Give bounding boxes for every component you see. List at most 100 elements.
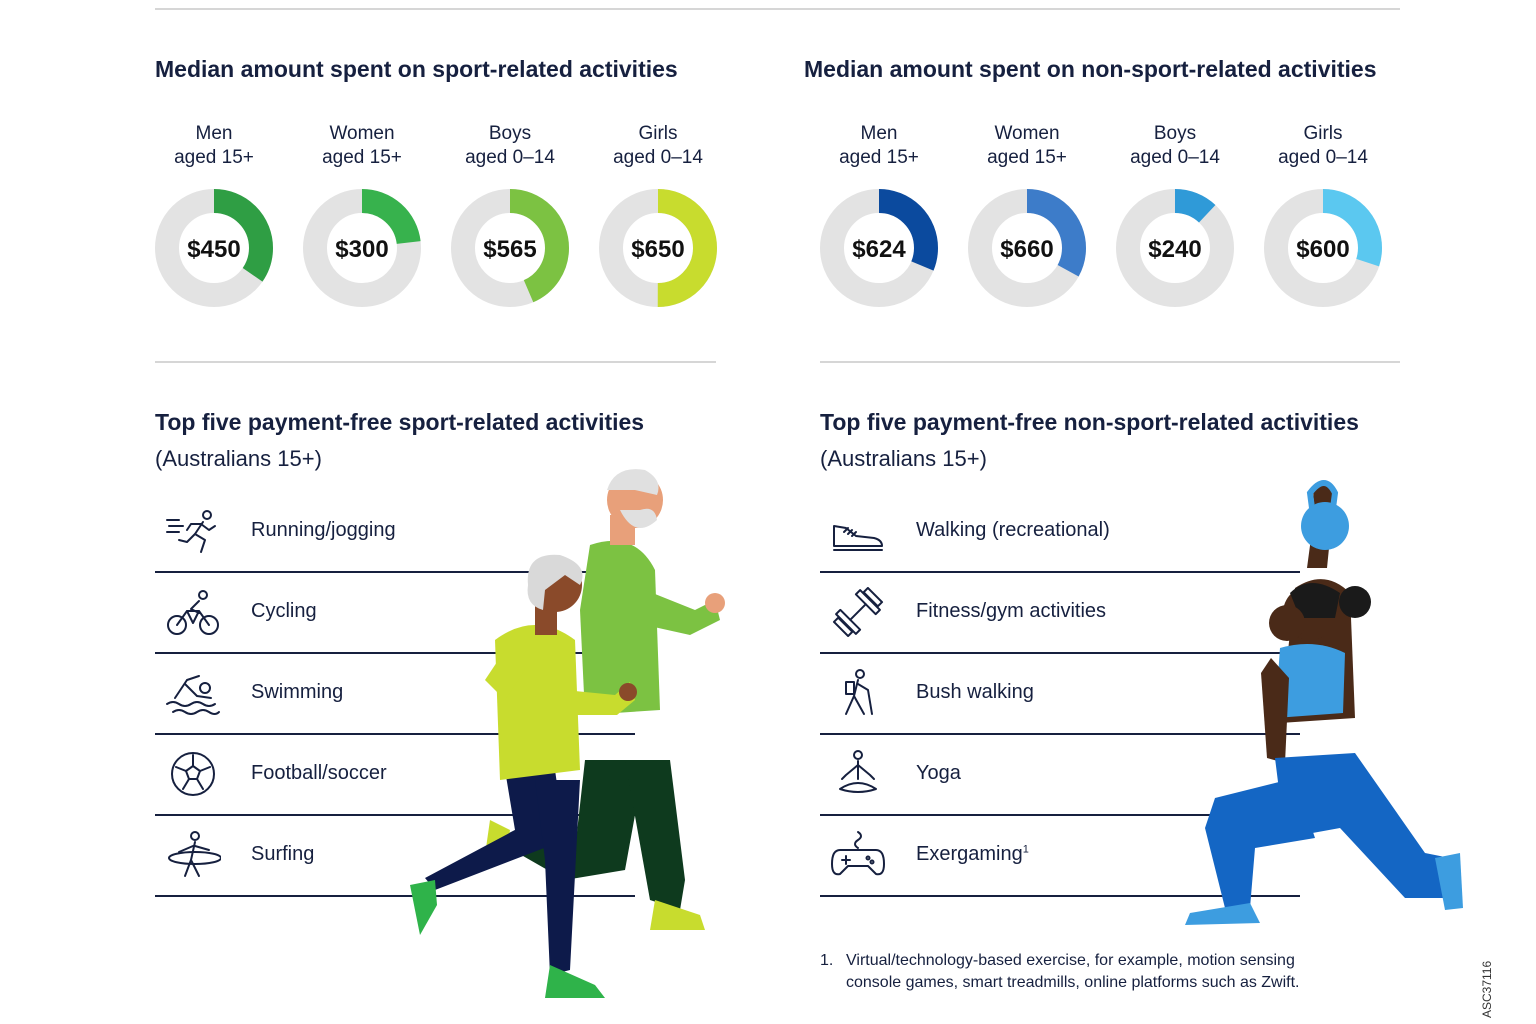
footnote-text-1: Virtual/technology-based exercise, for e… — [846, 952, 1295, 969]
nonsport-spend-title: Median amount spent on non-sport-related… — [804, 56, 1377, 82]
donut-arc — [303, 189, 421, 307]
activity-name: Fitness/gym activities — [916, 600, 1107, 622]
footnote: 1. Virtual/technology-based exercise, for… — [820, 950, 1300, 994]
donut-chart: Girls aged 0–14 $600 — [1249, 122, 1397, 308]
category-line-2: aged 0–14 — [1130, 147, 1220, 168]
category-line-1: Men — [860, 123, 898, 144]
document-code: ASC37116 — [1480, 960, 1494, 1018]
surfer-icon — [168, 831, 221, 877]
donut-value-label: $565 — [483, 236, 536, 263]
runner-icon — [166, 510, 216, 553]
category-line-1: Women — [329, 123, 395, 144]
sport-spend-title: Median amount spent on sport-related act… — [155, 56, 678, 82]
sport-activity-list: Running/jogging Cycling Swimming Footbal… — [155, 492, 635, 897]
kettlebell-figure — [1185, 480, 1463, 925]
kettlebell-woman-illustration — [1185, 480, 1463, 925]
category-line-2: aged 0–14 — [1278, 147, 1368, 168]
donut-category-label: Men aged 15+ — [140, 122, 288, 174]
donut-category-label: Men aged 15+ — [805, 122, 953, 174]
donut-chart: Boys aged 0–14 $565 — [436, 122, 584, 308]
donut-chart: Women aged 15+ $300 — [288, 122, 436, 308]
list-item: Exergaming1 — [820, 816, 1300, 897]
left-divider — [155, 361, 716, 363]
list-item: Fitness/gym activities — [820, 573, 1300, 654]
footnote-line: console games, smart treadmills, online … — [820, 972, 1300, 994]
donut-svg: $600 — [1264, 189, 1382, 307]
category-line-2: aged 15+ — [987, 147, 1067, 168]
older-woman-figure — [410, 554, 637, 998]
activity-name: Football/soccer — [251, 762, 387, 784]
gamepad-icon — [831, 831, 885, 876]
donut-svg: $565 — [451, 189, 569, 307]
category-line-1: Women — [994, 123, 1060, 144]
list-item: Football/soccer — [155, 735, 635, 816]
category-line-2: aged 15+ — [174, 147, 254, 168]
footnote-marker: 1 — [1022, 843, 1029, 856]
donut-arc — [155, 189, 273, 307]
category-line-2: aged 15+ — [322, 147, 402, 168]
activity-name: Surfing — [251, 843, 315, 865]
donut-value-label: $300 — [335, 236, 388, 263]
list-item: Running/jogging — [155, 492, 635, 573]
footnote-number: 1. — [820, 952, 834, 969]
sport-list-title: Top five payment-free sport-related acti… — [155, 409, 645, 435]
swimmer-icon — [166, 675, 220, 715]
yoga-icon — [839, 750, 877, 793]
category-line-2: aged 0–14 — [613, 147, 703, 168]
activity-name: Running/jogging — [251, 519, 396, 541]
donut-value-label: $240 — [1148, 236, 1201, 263]
donut-arc — [451, 189, 569, 307]
dumbbell-icon — [832, 587, 884, 637]
nonsport-list-subtitle: (Australians 15+) — [820, 446, 987, 471]
list-item: Cycling — [155, 573, 635, 654]
donut-svg: $240 — [1116, 189, 1234, 307]
cyclist-icon — [167, 590, 219, 635]
category-line-1: Men — [195, 123, 233, 144]
donut-category-label: Women aged 15+ — [288, 122, 436, 174]
activity-name: Bush walking — [916, 681, 1034, 703]
donut-chart: Women aged 15+ $660 — [953, 122, 1101, 308]
donut-category-label: Boys aged 0–14 — [1101, 122, 1249, 174]
footnote-line: 1. Virtual/technology-based exercise, for… — [820, 950, 1300, 972]
donut-value-label: $660 — [1000, 236, 1053, 263]
donut-value-label: $624 — [852, 236, 906, 263]
donut-value-label: $600 — [1296, 236, 1349, 263]
donut-arc — [1264, 189, 1382, 307]
list-item: Walking (recreational) — [820, 492, 1300, 573]
list-item: Bush walking — [820, 654, 1300, 735]
category-line-2: aged 15+ — [839, 147, 919, 168]
activity-name: Walking (recreational) — [916, 519, 1110, 541]
category-line-1: Boys — [1153, 123, 1197, 144]
category-line-1: Girls — [638, 123, 678, 144]
donut-category-label: Girls aged 0–14 — [584, 122, 732, 174]
donut-arc — [1116, 189, 1234, 307]
donut-chart: Men aged 15+ $450 — [140, 122, 288, 308]
nonsport-list-title: Top five payment-free non-sport-related … — [820, 409, 1359, 435]
donut-chart: Boys aged 0–14 $240 — [1101, 122, 1249, 308]
donut-category-label: Women aged 15+ — [953, 122, 1101, 174]
right-divider — [820, 361, 1400, 363]
donut-svg: $624 — [820, 189, 938, 307]
donut-svg: $650 — [599, 189, 717, 307]
activity-name: Swimming — [251, 681, 344, 703]
nonsport-activity-list: Walking (recreational) Fitness/gym activ… — [820, 492, 1300, 897]
activity-name: Yoga — [916, 762, 961, 784]
soccer-ball-icon — [171, 752, 215, 796]
donut-svg: $300 — [303, 189, 421, 307]
activity-name: Cycling — [251, 600, 317, 622]
donut-svg: $660 — [968, 189, 1086, 307]
jogging-couple-illustration — [410, 469, 725, 998]
footnote-text-2: console games, smart treadmills, online … — [846, 974, 1300, 991]
list-item: Swimming — [155, 654, 635, 735]
donut-svg: $450 — [155, 189, 273, 307]
category-line-2: aged 0–14 — [465, 147, 555, 168]
donut-arc — [599, 189, 717, 307]
donut-value-label: $650 — [631, 236, 684, 263]
donut-value-label: $450 — [187, 236, 240, 263]
list-item: Surfing — [155, 816, 635, 897]
category-line-1: Boys — [488, 123, 532, 144]
activity-name: Exergaming1 — [916, 843, 1029, 865]
list-item: Yoga — [820, 735, 1300, 816]
donut-arc — [968, 189, 1086, 307]
donut-arc — [820, 189, 938, 307]
